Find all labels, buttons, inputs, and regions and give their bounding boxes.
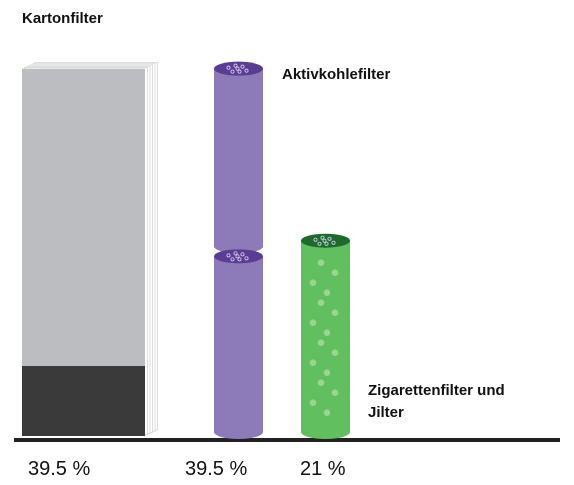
cylinder-hole <box>235 254 240 259</box>
filter-dot <box>309 399 317 407</box>
value-label: 39.5 % <box>28 458 91 480</box>
cylinder-hole <box>244 68 249 73</box>
cylinder-hole <box>237 69 242 74</box>
carton-base <box>22 366 145 436</box>
cylinder-body <box>214 68 263 247</box>
filter-dot <box>331 269 339 277</box>
filter-dot <box>331 349 339 357</box>
cylinder-hole <box>226 65 231 70</box>
filter-mark <box>301 233 350 439</box>
category-label: Kartonfilter <box>22 10 103 27</box>
cylinder-hole <box>233 251 238 256</box>
cylinder-hole <box>313 237 318 242</box>
filter-dot <box>323 329 331 337</box>
cylinder-body <box>301 240 350 432</box>
cylinder-hole <box>226 253 231 258</box>
cylinder-hole <box>317 241 322 246</box>
cylinder-top <box>301 233 350 248</box>
filter-dot <box>323 409 331 417</box>
cylinder-bottom <box>214 239 263 254</box>
filter-dot <box>331 389 339 397</box>
filter-dot <box>317 339 325 347</box>
value-label: 39.5 % <box>185 458 248 480</box>
cylinder-hole <box>240 64 245 69</box>
filter-dot <box>309 279 317 287</box>
cylinder-hole <box>230 69 235 74</box>
filter-mark <box>214 61 263 439</box>
cylinder-hole <box>327 236 332 241</box>
cylinder-hole <box>324 241 329 246</box>
cylinder-hole <box>320 235 325 240</box>
cylinder-body <box>214 256 263 432</box>
category-label: Zigarettenfilter und Jilter <box>368 382 505 421</box>
filter-mark <box>22 62 158 437</box>
cylinder-hole <box>322 238 327 243</box>
filter-dot <box>317 379 325 387</box>
cylinder-bottom <box>214 425 263 439</box>
cylinder-top <box>214 249 263 264</box>
filter-dot <box>323 369 331 377</box>
cylinder-hole <box>331 240 336 245</box>
filter-dot <box>309 319 317 327</box>
filter-dot <box>317 299 325 307</box>
cylinder-hole <box>237 257 242 262</box>
cylinder-hole <box>244 256 249 261</box>
cylinder-top <box>214 61 263 76</box>
cylinder-hole <box>235 66 240 71</box>
filter-dot <box>331 309 339 317</box>
cylinder-bottom <box>301 425 350 439</box>
cylinder-hole <box>240 252 245 257</box>
filter-dot <box>323 289 331 297</box>
category-label: Aktivkohlefilter <box>282 66 391 83</box>
value-label: 21 % <box>300 458 346 480</box>
filter-dot <box>309 359 317 367</box>
filter-dot <box>317 259 325 267</box>
cylinder-hole <box>233 63 238 68</box>
cylinder-hole <box>230 257 235 262</box>
